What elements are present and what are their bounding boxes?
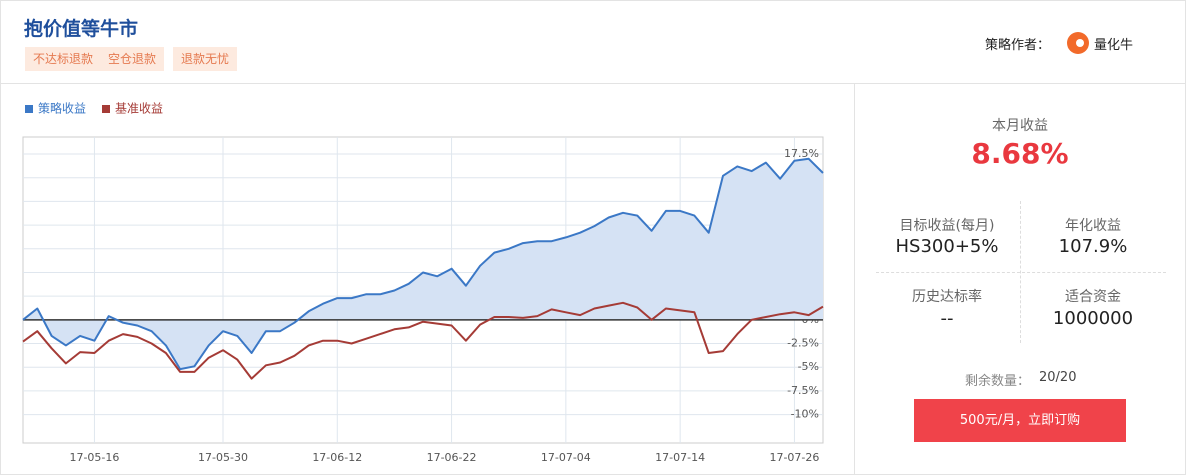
legend-label: 基准收益	[115, 102, 163, 116]
stat-value: HS300+5%	[895, 236, 999, 257]
stat-value: --	[940, 308, 954, 329]
x-tick-label: 17-07-14	[655, 451, 705, 464]
author-name[interactable]: 量化牛	[1094, 38, 1134, 53]
x-tick-label: 17-05-30	[198, 451, 248, 464]
author-label: 策略作者：	[985, 38, 1051, 53]
remaining-value: 20/20	[1039, 370, 1077, 385]
legend-swatch	[102, 105, 110, 113]
legend-label: 策略收益	[38, 101, 86, 116]
stat-label: 年化收益	[1065, 218, 1121, 234]
x-tick-label: 17-05-16	[69, 451, 119, 464]
separator	[876, 272, 1166, 273]
tag: 空仓退款	[100, 47, 165, 71]
x-tick-label: 17-07-26	[769, 451, 819, 464]
y-tick-label: -5%	[798, 360, 819, 373]
stat-label: 历史达标率	[912, 289, 982, 305]
remaining-label: 剩余数量：	[965, 374, 1031, 389]
subscribe-button[interactable]: 500元/月，立即订购	[914, 399, 1126, 442]
series-line	[22, 301, 824, 380]
stat-value: 1000000	[1052, 308, 1134, 329]
divider	[854, 83, 855, 474]
monthly-value: 8.68%	[971, 137, 1069, 170]
author-icon	[1067, 32, 1089, 54]
y-tick-label: -7.5%	[787, 384, 819, 397]
tag: 退款无忧	[173, 47, 238, 71]
y-tick-label: -2.5%	[787, 337, 819, 350]
area	[23, 158, 823, 370]
y-tick-label: -10%	[791, 408, 819, 421]
chart: 17-05-16 17-05-30 17-06-12 17-06-22 17-07-04…	[22, 101, 824, 464]
x-tick-label: 17-06-22	[427, 451, 477, 464]
stat-label: 适合资金	[1065, 289, 1121, 305]
monthly-label: 本月收益	[992, 118, 1048, 134]
y-tick-label: 17.5%	[784, 147, 819, 160]
stat-label: 目标收益(每月)	[899, 218, 995, 234]
divider	[1, 83, 1185, 84]
strategy-title: 抱价值等牛市	[24, 18, 139, 40]
series-line	[22, 157, 824, 371]
legend-swatch	[25, 105, 33, 113]
x-tick-label: 17-06-12	[312, 451, 362, 464]
tag: 不达标退款	[25, 47, 102, 71]
x-tick-label: 17-07-04	[541, 451, 591, 464]
stat-value: 107.9%	[1058, 236, 1128, 257]
